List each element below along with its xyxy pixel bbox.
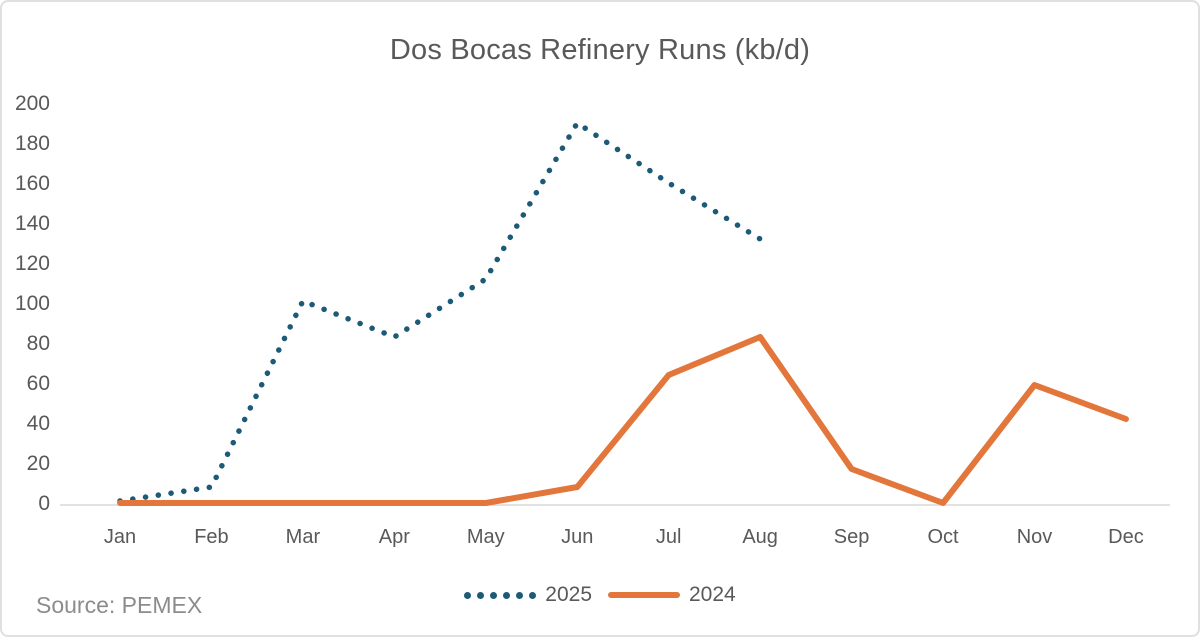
- x-axis-tick-label: Jun: [561, 526, 593, 548]
- legend-item-2025: 2025: [464, 583, 592, 607]
- x-axis-tick-label: Mar: [286, 526, 321, 548]
- y-axis-tick-label: 0: [38, 492, 50, 515]
- x-axis-tick-label: Dec: [1108, 526, 1144, 548]
- chart-title: Dos Bocas Refinery Runs (kb/d): [389, 34, 811, 66]
- y-axis-tick-label: 60: [27, 372, 50, 395]
- x-axis-tick-label: Sep: [834, 526, 870, 548]
- legend-label-2024: 2024: [689, 583, 736, 606]
- series-2025-line: [117, 120, 763, 504]
- x-axis-tick-label: Nov: [1017, 526, 1053, 548]
- series-2024-line: [117, 334, 1129, 506]
- solid-line-swatch-icon: [608, 592, 680, 598]
- y-axis-tick-label: 140: [15, 212, 50, 235]
- x-axis-tick-label: Jan: [104, 526, 136, 548]
- y-axis-tick-label: 20: [27, 452, 50, 475]
- y-axis-tick-label: 120: [15, 252, 50, 275]
- x-axis-tick-label: Oct: [927, 526, 959, 548]
- source-note: Source: PEMEX: [36, 592, 203, 618]
- x-axis-tick-label: Feb: [194, 526, 228, 548]
- y-axis-tick-label: 40: [27, 412, 50, 435]
- chart-legend: 2025 2024: [2, 583, 1198, 607]
- dotted-line-swatch-icon: [464, 591, 537, 599]
- y-axis-tick-label: 180: [15, 132, 50, 155]
- x-axis-tick-label: Jul: [656, 526, 682, 548]
- y-axis-tick-label: 200: [15, 92, 50, 115]
- y-axis-tick-label: 80: [27, 332, 50, 355]
- y-axis-tick-label: 100: [15, 292, 50, 315]
- x-axis-tick-label: Aug: [742, 526, 778, 548]
- legend-label-2025: 2025: [545, 583, 592, 606]
- x-axis-tick-label: Apr: [379, 526, 410, 548]
- legend-item-2024: 2024: [608, 583, 736, 607]
- x-axis-tick-label: May: [467, 526, 505, 548]
- y-axis-tick-label: 160: [15, 172, 50, 195]
